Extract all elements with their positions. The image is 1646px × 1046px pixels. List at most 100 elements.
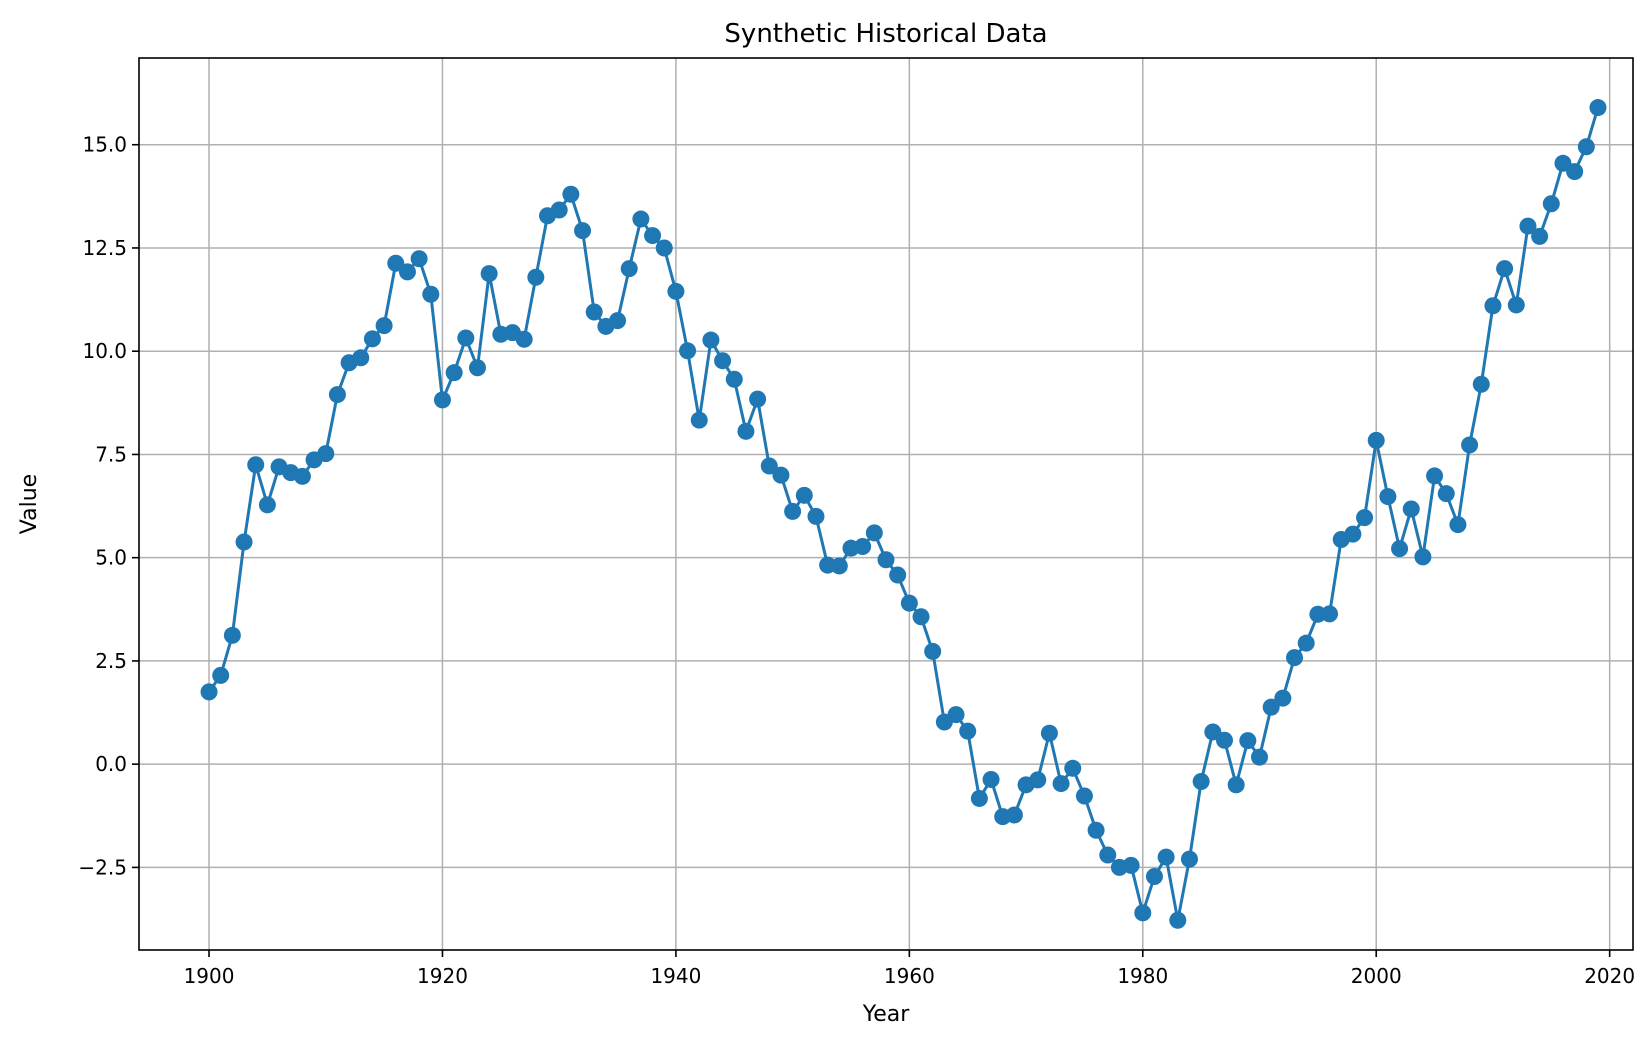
data-point: [1040, 724, 1058, 742]
data-point: [725, 370, 743, 388]
data-point: [1321, 605, 1339, 623]
data-point: [1262, 698, 1280, 716]
data-point: [1402, 500, 1420, 518]
data-point: [1484, 297, 1502, 315]
data-point: [1507, 296, 1525, 314]
data-point: [1215, 731, 1233, 749]
data-point: [772, 466, 790, 484]
data-point: [714, 352, 732, 370]
data-point: [1391, 540, 1409, 558]
data-point: [258, 496, 276, 514]
y-tick-label: 5.0: [95, 546, 127, 570]
y-tick-label: −2.5: [78, 855, 127, 879]
data-point: [807, 507, 825, 525]
data-point: [585, 303, 603, 321]
data-point: [1251, 748, 1268, 766]
x-tick-label: 1980: [1117, 964, 1168, 988]
data-point: [760, 457, 778, 475]
data-point: [1192, 773, 1210, 791]
data-point: [830, 557, 848, 575]
data-point: [620, 260, 638, 278]
data-point: [433, 391, 451, 409]
data-point: [1005, 806, 1023, 824]
data-point: [398, 263, 416, 281]
data-point: [1577, 138, 1595, 156]
data-point: [667, 282, 685, 300]
series-polyline: [207, 107, 1600, 922]
y-tick-label: 7.5: [95, 442, 127, 466]
data-point: [1239, 732, 1257, 750]
x-tick-label: 1940: [650, 964, 701, 988]
data-point: [609, 312, 627, 330]
data-point: [562, 185, 580, 203]
data-point: [1426, 467, 1444, 485]
x-tick-label: 1900: [184, 964, 235, 988]
data-point: [644, 227, 662, 245]
data-point: [1344, 525, 1362, 543]
y-tick-label: 2.5: [95, 649, 127, 673]
data-point: [1531, 227, 1549, 245]
data-point: [854, 538, 872, 556]
data-point: [1157, 848, 1175, 866]
data-point: [1379, 488, 1397, 506]
data-point: [1367, 431, 1385, 449]
y-tick-label: 12.5: [82, 236, 127, 260]
data-points: [200, 99, 1607, 929]
data-point: [1122, 856, 1140, 874]
data-point: [877, 551, 895, 569]
data-point: [550, 201, 568, 219]
x-axis-label: Year: [862, 1002, 911, 1027]
data-point: [1075, 787, 1093, 805]
data-point: [1437, 485, 1455, 503]
data-point: [655, 239, 673, 257]
y-tick-label: 0.0: [95, 752, 127, 776]
data-point: [574, 222, 592, 240]
data-point: [422, 285, 440, 303]
x-tick-label: 1920: [417, 964, 468, 988]
data-point: [200, 683, 218, 701]
data-point: [1029, 771, 1047, 789]
data-point: [795, 486, 813, 504]
data-point: [527, 268, 545, 286]
data-point: [1356, 509, 1374, 527]
data-point: [959, 722, 977, 740]
data-point: [387, 254, 405, 272]
chart-title: Synthetic Historical Data: [724, 19, 1047, 49]
data-point: [1064, 759, 1082, 777]
data-point: [1297, 634, 1315, 652]
data-point: [223, 626, 241, 644]
data-point: [212, 666, 230, 684]
data-point: [1169, 911, 1187, 929]
data-point: [690, 411, 708, 429]
data-point: [1414, 548, 1432, 566]
data-point: [1134, 904, 1152, 922]
data-point: [900, 594, 918, 612]
data-point: [1461, 436, 1479, 454]
data-point: [515, 330, 533, 348]
data-point: [702, 331, 720, 349]
data-point: [1566, 163, 1584, 181]
data-point: [1180, 850, 1198, 868]
y-tick-label: 15.0: [82, 133, 127, 157]
data-point: [375, 317, 393, 335]
x-tick-label: 1960: [884, 964, 935, 988]
data-point: [1519, 217, 1537, 235]
data-point: [784, 502, 802, 520]
data-point: [1227, 776, 1245, 794]
data-point: [982, 770, 1000, 788]
data-point: [1449, 516, 1467, 534]
data-point: [737, 422, 755, 440]
data-point: [1274, 689, 1292, 707]
data-point: [317, 445, 335, 463]
data-point: [1145, 867, 1163, 885]
data-point: [468, 359, 486, 377]
data-point: [247, 456, 265, 474]
data-point: [1087, 821, 1105, 839]
y-axis-label: Value: [17, 474, 42, 534]
data-point: [352, 349, 370, 367]
data-point: [1542, 195, 1560, 213]
axis-ticks: 1900 1920 1940 1960 1980 2000 2020 −2.5 0.0 2.5 5.…: [78, 133, 1635, 988]
data-point: [912, 608, 930, 626]
data-point: [632, 210, 650, 228]
